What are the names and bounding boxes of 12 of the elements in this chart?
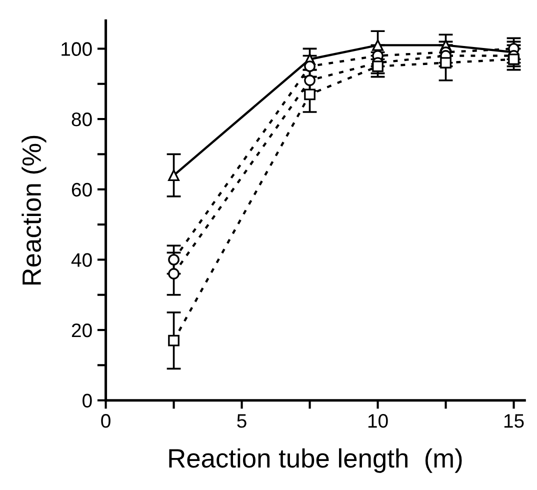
y-axis-title: Reaction (%) [22, 136, 46, 285]
y-tick-label: 20 [72, 323, 92, 338]
y-tick-label: 100 [62, 42, 92, 56]
y-tick-label: 80 [72, 112, 92, 126]
x-axis-title: Reaction tube length (m) [169, 448, 462, 473]
y-tick-label: 40 [71, 253, 92, 267]
x-tick-label: 15 [504, 414, 524, 428]
x-tick-label: 5 [237, 414, 246, 428]
y-tick-label: 0 [82, 394, 92, 408]
y-tick-label: 60 [72, 182, 92, 197]
x-tick-label: 10 [368, 414, 388, 428]
x-tick-label: 0 [101, 414, 110, 428]
